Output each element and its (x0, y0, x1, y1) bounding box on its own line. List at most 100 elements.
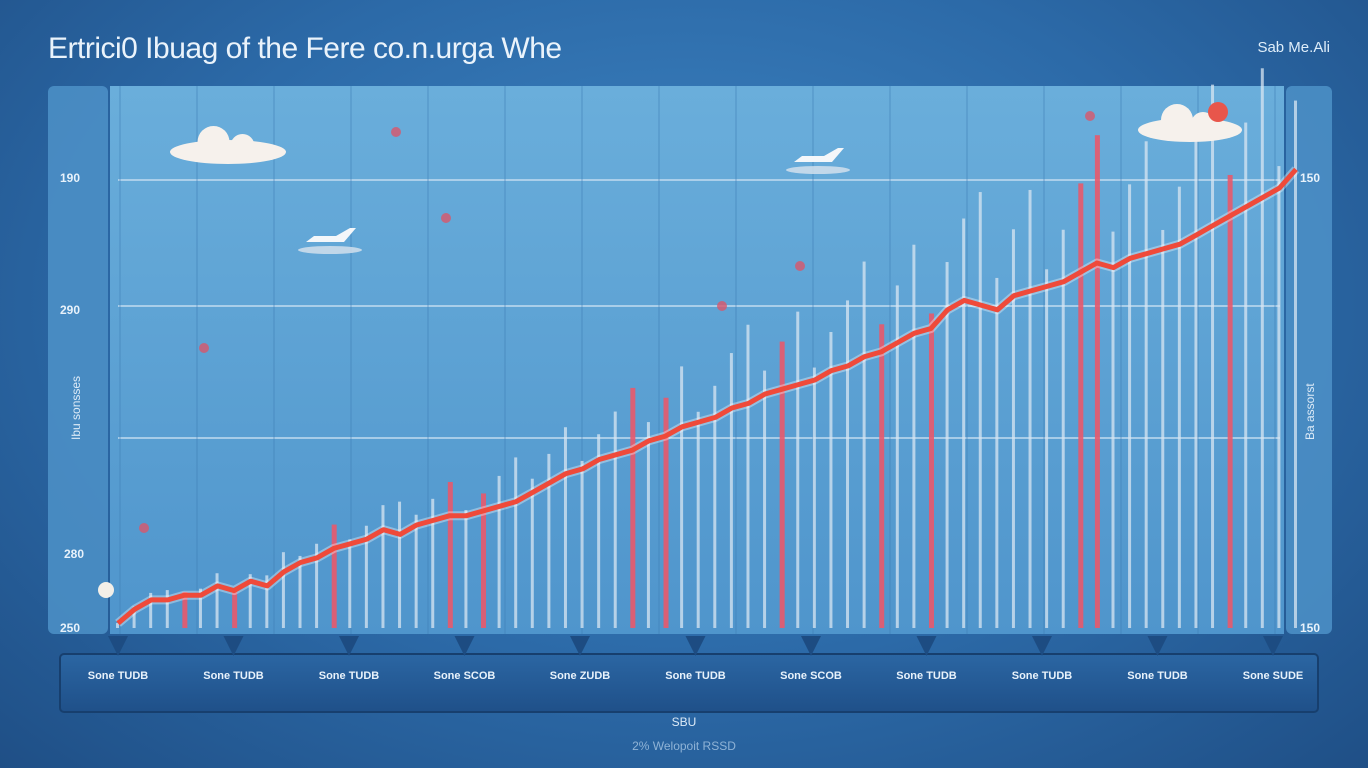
bar-9 (265, 575, 269, 628)
bar-19 (431, 498, 435, 628)
bar-68 (1244, 122, 1248, 628)
start-marker (98, 582, 114, 598)
x-ticks: Sone TUDB Sone TUDB Sone TUDB Sone SCOB Sone… (88, 636, 1304, 682)
x-tick-marker-10 (1263, 636, 1283, 656)
y-tick-left-2: 290 (60, 303, 80, 317)
bar-41 (796, 311, 800, 628)
bar-69 (1260, 68, 1264, 629)
bar-47 (895, 285, 899, 628)
bar-2 (149, 592, 153, 628)
y-tick-left-3: 190 (60, 171, 80, 185)
x-tick-marker-5 (685, 636, 706, 656)
bar-27 (563, 427, 567, 628)
bar-50 (945, 262, 949, 628)
bar-5 (198, 588, 202, 628)
cloud-icon-1 (1138, 104, 1242, 142)
x-tick-marker-2 (339, 636, 359, 656)
left-axis-panel (48, 86, 108, 634)
x-tick-marker-3 (454, 636, 475, 656)
plane-icon-1 (786, 148, 850, 174)
x-tick-9: Sone TUDB (1127, 670, 1188, 682)
bar-31 (630, 387, 636, 628)
bar-43 (829, 331, 833, 628)
bar-12 (315, 543, 319, 628)
bar-52 (978, 192, 982, 629)
x-tick-marker-9 (1147, 636, 1168, 656)
bar-7 (232, 588, 238, 628)
bar-22 (481, 493, 487, 628)
bars (116, 68, 1297, 629)
corner-label: Sab Me.Ali (1257, 39, 1330, 56)
y-axis-label-right: Ba assorst (1303, 383, 1317, 440)
bar-56 (1045, 269, 1049, 628)
bar-55 (1028, 189, 1032, 628)
y-axis-label-left: Ibu sonsses (69, 376, 83, 440)
bar-71 (1294, 100, 1297, 628)
bar-48 (912, 244, 916, 628)
sun-icon (1208, 102, 1228, 122)
bar-60 (1111, 231, 1115, 628)
bar-67 (1227, 174, 1233, 628)
x-tick-6: Sone SCOB (780, 670, 842, 682)
bar-34 (680, 366, 684, 628)
y-tick-left-0: 250 (60, 621, 80, 635)
x-tick-1: Sone TUDB (203, 670, 264, 682)
bar-45 (862, 261, 866, 628)
x-tick-marker-4 (570, 636, 590, 656)
series-line (115, 166, 1300, 627)
gridlines (118, 86, 1280, 634)
bar-58 (1078, 183, 1084, 628)
bar-36 (713, 385, 717, 628)
x-axis-strip (59, 653, 1319, 713)
decorations (98, 102, 1242, 598)
y-tick-left-1: 280 (64, 547, 84, 561)
bar-23 (497, 475, 501, 628)
x-tick-10: Sone SUDE (1243, 670, 1304, 682)
series-line-path (116, 167, 1298, 626)
bar-17 (398, 501, 402, 628)
x-axis-label: SBU (672, 715, 697, 729)
bar-38 (746, 324, 750, 628)
bar-42 (812, 367, 816, 628)
bar-54 (1011, 229, 1015, 628)
sparkle-dot-1 (199, 343, 209, 353)
bar-8 (248, 574, 252, 628)
bar-57 (1061, 229, 1065, 628)
bar-70 (1277, 166, 1281, 629)
bar-49 (928, 313, 934, 628)
bar-3 (165, 590, 169, 628)
bar-1 (132, 606, 136, 628)
bar-66 (1211, 84, 1215, 629)
bar-35 (696, 411, 700, 628)
bar-29 (597, 434, 601, 628)
bar-18 (414, 514, 418, 628)
sparkle-dot-2 (139, 523, 149, 533)
y-tick-right-2: 150 (1300, 171, 1320, 185)
bar-62 (1144, 141, 1148, 628)
sparkle-dot-0 (441, 213, 451, 223)
bar-20 (447, 481, 453, 628)
cloud-icon-0 (170, 126, 286, 164)
x-tick-marker-0 (108, 636, 128, 656)
bar-37 (729, 353, 733, 628)
bar-6 (215, 573, 219, 628)
chart-title: Ertrici0 Ibuag of the Fere co.n.urga Whe (48, 32, 562, 65)
x-tick-2: Sone TUDB (319, 670, 380, 682)
bar-24 (514, 457, 518, 628)
plane-icon-0 (298, 228, 362, 254)
y-tick-right-0: 150 (1300, 621, 1320, 635)
x-tick-7: Sone TUDB (896, 670, 957, 682)
x-subcaption: 2% Welopoit RSSD (632, 739, 736, 753)
sparkle-dot-6 (391, 127, 401, 137)
sparkle-dot-5 (795, 261, 805, 271)
bar-26 (547, 453, 551, 628)
bar-30 (613, 411, 617, 628)
bar-46 (879, 324, 885, 628)
sparkle-dot-3 (717, 301, 727, 311)
x-tick-4: Sone ZUDB (550, 670, 611, 682)
x-tick-8: Sone TUDB (1012, 670, 1073, 682)
bar-53 (995, 277, 999, 628)
right-axis-panel (1286, 86, 1332, 634)
bar-51 (962, 218, 966, 628)
